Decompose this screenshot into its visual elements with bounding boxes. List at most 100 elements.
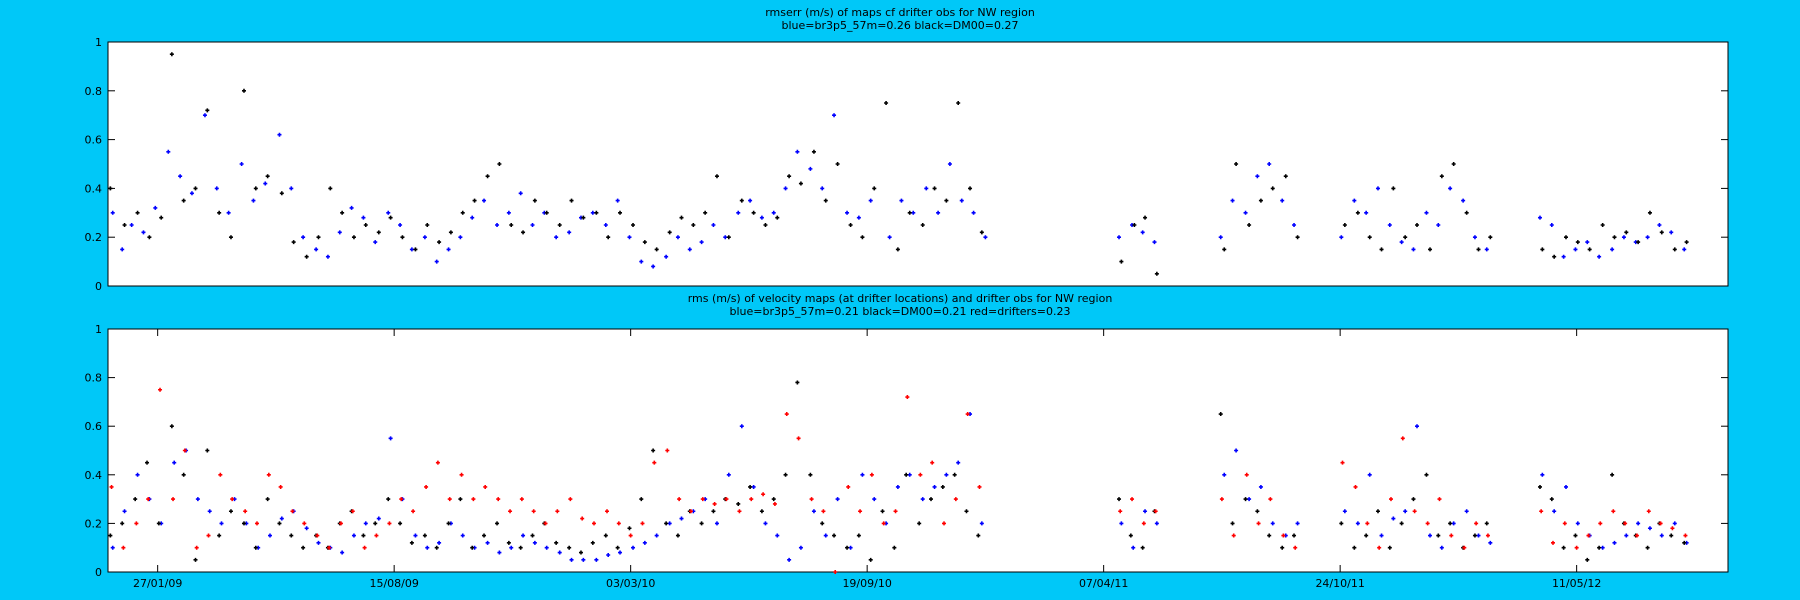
data-point	[1258, 198, 1263, 203]
data-point	[787, 174, 792, 179]
data-point	[1143, 215, 1148, 220]
x-tick-label: 07/04/11	[1079, 577, 1128, 590]
data-point	[530, 533, 535, 538]
top-chart-subtitle: blue=br3p5_57m=0.26 black=DM00=0.27	[782, 19, 1019, 32]
data-point	[868, 557, 873, 562]
data-point	[1464, 509, 1469, 514]
data-point	[964, 509, 969, 514]
data-point	[253, 186, 258, 191]
data-point	[860, 472, 865, 477]
data-point	[811, 509, 816, 514]
data-point	[1611, 509, 1616, 514]
data-point	[569, 557, 574, 562]
top-chart-title: rmserr (m/s) of maps cf drifter obs for …	[765, 6, 1035, 19]
data-point	[700, 497, 705, 502]
data-point	[388, 436, 393, 441]
data-point	[1234, 448, 1239, 453]
data-point	[1399, 240, 1404, 245]
data-point	[1623, 521, 1628, 526]
data-point	[1612, 540, 1617, 545]
data-point	[1573, 247, 1578, 252]
data-point	[147, 235, 152, 240]
data-point	[386, 210, 391, 215]
data-point	[845, 545, 850, 550]
data-point	[519, 497, 524, 502]
data-point	[1399, 521, 1404, 526]
data-point	[472, 198, 477, 203]
data-point	[1218, 412, 1223, 417]
data-point	[435, 460, 440, 465]
bottom-series-layer	[108, 380, 1689, 574]
data-point	[437, 240, 442, 245]
data-point	[848, 545, 853, 550]
data-point	[506, 540, 511, 545]
data-point	[1222, 472, 1227, 477]
data-point	[495, 521, 500, 526]
data-point	[569, 198, 574, 203]
data-point	[1295, 521, 1300, 526]
data-point	[748, 484, 753, 489]
data-point	[979, 230, 984, 235]
data-point	[1118, 509, 1123, 514]
data-point	[1415, 424, 1420, 429]
data-point	[254, 521, 259, 526]
data-point	[1132, 223, 1137, 227]
data-point	[376, 230, 381, 235]
data-point	[895, 484, 900, 489]
data-point	[316, 540, 321, 545]
bottom-x-axis: 27/01/09 15/08/09 03/03/10 19/09/10 07/04/11…	[133, 329, 1601, 590]
data-point	[169, 424, 174, 429]
data-point	[434, 259, 439, 264]
data-point	[120, 521, 125, 526]
data-point	[1462, 545, 1467, 550]
data-point	[639, 497, 644, 502]
data-point	[1283, 174, 1288, 179]
data-point	[631, 223, 636, 227]
data-point	[1353, 484, 1358, 489]
data-point	[944, 198, 949, 203]
data-point	[1600, 545, 1605, 550]
data-point	[182, 448, 187, 453]
data-point	[771, 497, 776, 502]
data-point	[1403, 235, 1408, 240]
data-point	[239, 162, 244, 166]
data-point	[314, 247, 319, 252]
data-point	[135, 472, 140, 477]
data-point	[400, 235, 405, 240]
data-point	[1624, 533, 1629, 538]
data-point	[651, 264, 656, 269]
data-point	[555, 509, 560, 514]
data-point	[687, 247, 692, 252]
data-point	[1610, 247, 1615, 252]
y-tick-label: 0.8	[85, 85, 103, 98]
data-point	[798, 181, 803, 186]
data-point	[1600, 223, 1605, 227]
data-point	[1645, 235, 1650, 240]
data-point	[1268, 497, 1273, 502]
data-point	[1352, 198, 1357, 203]
data-point	[751, 210, 756, 215]
data-point	[304, 526, 309, 531]
data-point	[932, 186, 937, 191]
data-point	[1292, 223, 1297, 227]
data-point	[226, 210, 231, 215]
data-point	[1375, 186, 1380, 191]
data-point	[361, 533, 366, 538]
data-point	[1411, 247, 1416, 252]
data-point	[363, 521, 368, 526]
data-point	[158, 387, 163, 392]
data-point	[1585, 240, 1590, 245]
data-point	[581, 557, 586, 562]
data-point	[153, 205, 158, 210]
bottom-plot-area	[107, 328, 1729, 573]
data-point	[1367, 235, 1372, 240]
data-point	[1280, 198, 1285, 203]
data-point	[1539, 509, 1544, 514]
data-point	[521, 230, 526, 235]
data-point	[1476, 247, 1481, 252]
data-point	[278, 484, 283, 489]
data-point	[920, 497, 925, 502]
bottom-y-axis: 0 0.2 0.4 0.6 0.8 1	[85, 323, 1728, 579]
data-point	[1476, 533, 1481, 538]
